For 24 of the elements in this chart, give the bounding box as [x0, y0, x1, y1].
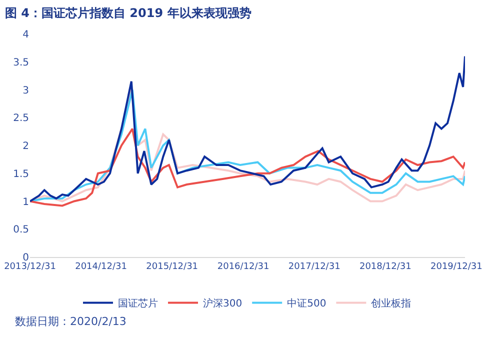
- legend-label: 国证芯片: [118, 298, 158, 310]
- y-tick-label: 1: [22, 196, 29, 208]
- chart-title: 图 4：国证芯片指数自 2019 年以来表现强势: [4, 6, 252, 20]
- y-tick-label: 3: [22, 85, 29, 96]
- y-tick-label: 4: [22, 30, 29, 40]
- x-tick-label: 2019/12/31: [430, 262, 482, 272]
- x-tick-label: 2018/12/31: [359, 262, 412, 272]
- legend-label: 沪深300: [203, 298, 242, 310]
- x-tick-label: 2015/12/31: [146, 262, 198, 272]
- legend-label: 中证500: [287, 298, 326, 310]
- x-tick-label: 2016/12/31: [217, 262, 270, 272]
- y-tick-label: 2.5: [13, 113, 29, 124]
- x-tick-label: 2014/12/31: [75, 262, 127, 272]
- y-tick-label: 3.5: [13, 57, 29, 68]
- text: 数据日期：2020/2/13: [15, 315, 126, 328]
- y-tick-label: 2: [22, 141, 29, 152]
- y-tick-label: 1.5: [13, 168, 29, 180]
- line-series: [30, 128, 465, 207]
- legend-label: 创业板指: [371, 298, 412, 310]
- x-tick-label: 2017/12/31: [288, 262, 340, 272]
- y-tick-label: 0: [22, 252, 29, 264]
- line-series: [30, 55, 465, 202]
- x-tick-label: 2013/12/31: [4, 262, 56, 272]
- y-tick-label: 0.5: [13, 224, 29, 236]
